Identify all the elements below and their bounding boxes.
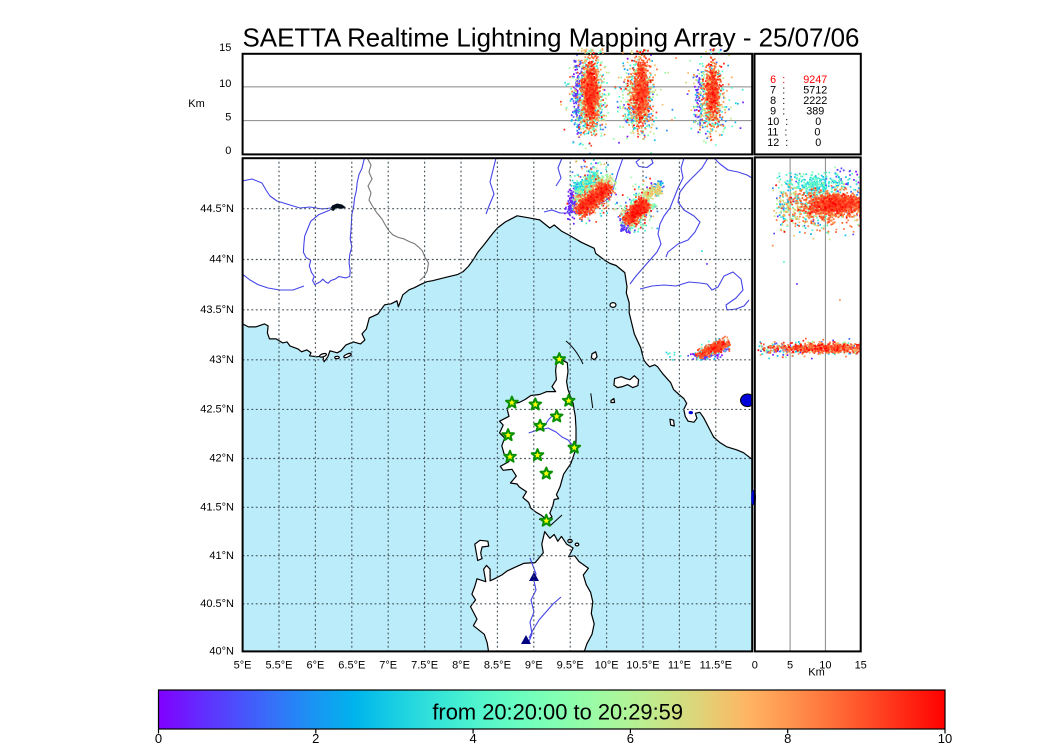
svg-text:4: 4	[469, 731, 476, 746]
svg-text:5.5°E: 5.5°E	[265, 659, 292, 671]
svg-text:41.5°N: 41.5°N	[200, 502, 234, 514]
svg-text:43°N: 43°N	[209, 354, 234, 366]
svg-text:40°N: 40°N	[209, 646, 234, 658]
svg-text:Km: Km	[188, 98, 205, 110]
svg-text:11 : 0: 11 : 0	[767, 127, 820, 139]
svg-text:6.5°E: 6.5°E	[338, 659, 365, 671]
svg-text:10: 10	[819, 659, 831, 671]
svg-text:SAETTA Realtime Lightning Mapp: SAETTA Realtime Lightning Mapping Array …	[243, 25, 860, 53]
svg-text:11°E: 11°E	[668, 659, 691, 671]
svg-text:15: 15	[855, 659, 867, 671]
svg-text:10: 10	[938, 731, 952, 746]
svg-text:0: 0	[155, 731, 162, 746]
svg-text:40.5°N: 40.5°N	[200, 598, 234, 610]
svg-text:9 : 389: 9 : 389	[767, 106, 824, 118]
svg-text:2: 2	[312, 731, 319, 746]
svg-text:42.5°N: 42.5°N	[200, 404, 234, 416]
svg-text:12 : 0: 12 : 0	[767, 137, 821, 149]
svg-text:10: 10	[219, 78, 231, 90]
svg-text:8°E: 8°E	[452, 659, 470, 671]
svg-text:5: 5	[225, 112, 231, 124]
svg-text:10°E: 10°E	[595, 659, 619, 671]
svg-text:6°E: 6°E	[306, 659, 324, 671]
svg-text:5: 5	[787, 659, 793, 671]
svg-text:10 : 0: 10 : 0	[767, 116, 821, 128]
svg-text:10.5°E: 10.5°E	[626, 659, 659, 671]
svg-text:0: 0	[752, 659, 758, 671]
svg-text:7.5°E: 7.5°E	[411, 659, 438, 671]
svg-text:7°E: 7°E	[379, 659, 397, 671]
svg-text:15: 15	[219, 42, 231, 54]
svg-text:6 : 9247: 6 : 9247	[767, 74, 827, 86]
svg-text:11.5°E: 11.5°E	[700, 659, 732, 671]
svg-text:6: 6	[627, 731, 634, 746]
svg-text:9°E: 9°E	[525, 659, 543, 671]
svg-text:8.5°E: 8.5°E	[484, 659, 511, 671]
svg-text:42°N: 42°N	[209, 453, 234, 465]
svg-text:Km: Km	[808, 666, 825, 678]
svg-text:43.5°N: 43.5°N	[200, 304, 234, 316]
svg-text:0: 0	[225, 145, 231, 157]
svg-text:41°N: 41°N	[209, 550, 234, 562]
svg-text:9.5°E: 9.5°E	[557, 659, 584, 671]
svg-text:44.5°N: 44.5°N	[200, 203, 234, 215]
svg-text:44°N: 44°N	[209, 254, 234, 266]
svg-text:5°E: 5°E	[234, 659, 252, 671]
svg-text:from 20:20:00 to 20:29:59: from 20:20:00 to 20:29:59	[432, 699, 683, 724]
svg-text:7 : 5712: 7 : 5712	[767, 85, 827, 97]
svg-text:8 : 2222: 8 : 2222	[767, 95, 827, 107]
svg-text:8: 8	[784, 731, 791, 746]
